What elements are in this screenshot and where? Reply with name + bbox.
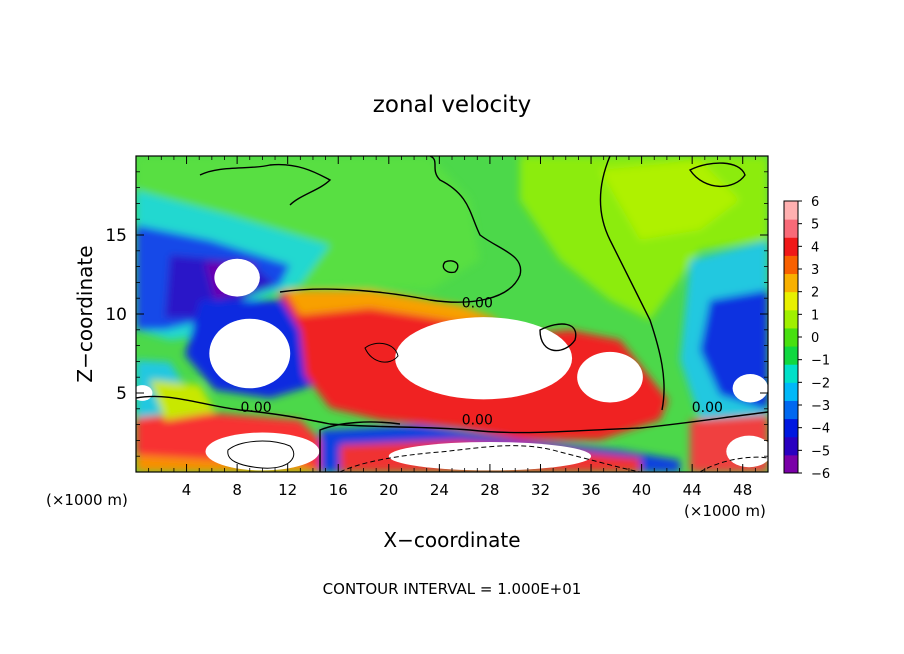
contour-label-3: 0.00 [692, 400, 723, 416]
colorbar-swatch [784, 454, 798, 474]
colorbar-tick-label: −4 [811, 422, 830, 437]
colorbar-tick-label: −3 [811, 399, 830, 414]
contour-interval-footer: CONTOUR INTERVAL = 1.000E+01 [323, 580, 582, 598]
contour-zero-blob-center [539, 323, 577, 352]
zero-contours [136, 156, 768, 472]
colorbar-tick-label: 6 [811, 195, 819, 210]
saturated-region-positive-3 [205, 432, 320, 471]
saturated-region-positive-0 [209, 318, 291, 389]
x-tick-label: 40 [632, 481, 651, 499]
contour-inner-center [364, 342, 399, 363]
colorbar-swatch [784, 418, 798, 438]
colorbar-tick-label: 4 [811, 240, 819, 255]
saturated-regions [136, 258, 768, 471]
x-tick-label: 16 [329, 481, 348, 499]
y-tick-label: 10 [105, 305, 127, 325]
x-tick-label: 12 [278, 481, 297, 499]
colorbar-tick-label: −6 [811, 467, 830, 482]
y-tick-label: 5 [116, 384, 127, 404]
x-tick-label: 32 [531, 481, 550, 499]
contour-dashed-bottom-right [699, 456, 768, 472]
colorbar-swatch [784, 237, 798, 256]
inner-contours [227, 342, 399, 469]
colorbar-swatch [784, 346, 798, 365]
saturated-region-positive-1 [395, 317, 573, 400]
colorbar-swatch [784, 273, 798, 293]
saturated-region-positive-2 [577, 351, 643, 403]
colorbar-swatch [784, 255, 798, 275]
field-orange-band-top [285, 290, 500, 322]
x-axis-label: X−coordinate [383, 528, 520, 552]
colorbar: 6 5 4 3 2 1 0 −1 −2 −3 −4 −5 −6 [783, 195, 830, 482]
colorbar-swatch [784, 201, 798, 220]
x-tick-label: 24 [430, 481, 449, 499]
contour-zero-lower [136, 395, 768, 434]
x-tick-label: 28 [480, 481, 499, 499]
saturated-region-positive-6 [726, 435, 768, 468]
plot-area: 0.00 0.00 0.00 0.00 [136, 156, 768, 472]
colorbar-swatch [784, 309, 798, 329]
negative-contours [339, 445, 768, 472]
contour-zero-blob-right-top [688, 162, 746, 188]
x-tick-label: 8 [232, 481, 242, 499]
x-unit-right: (×1000 m) [684, 502, 766, 520]
colorbar-swatch [784, 382, 798, 401]
x-axis-ticks: 4 8 12 16 20 24 28 32 36 40 44 48 [148, 156, 756, 499]
y-tick-label: 15 [105, 226, 127, 246]
y-axis-label: Z−coordinate [73, 245, 97, 382]
x-tick-label: 48 [733, 481, 752, 499]
colorbar-swatch [784, 291, 798, 311]
colorbar-tick-label: −2 [811, 376, 830, 391]
saturated-region-positive-5 [732, 374, 768, 403]
colorbar-tick-label: −1 [811, 354, 830, 369]
saturated-region-negative-8 [214, 258, 260, 297]
colorbar-swatch [784, 364, 798, 383]
contour-zero-upper [279, 156, 522, 303]
chart-title: zonal velocity [373, 92, 531, 118]
x-unit-left: (×1000 m) [46, 491, 128, 509]
contour-zero-blob-small [442, 260, 459, 274]
field-light-green-top [136, 156, 480, 290]
colorbar-swatch [784, 436, 798, 456]
contour-zero-top-left [199, 163, 332, 206]
x-tick-label: 44 [683, 481, 702, 499]
colorbar-tick-label: 3 [811, 263, 819, 278]
colorbar-swatch [784, 400, 798, 420]
x-tick-label: 4 [182, 481, 192, 499]
colorbar-tick-label: 0 [811, 331, 819, 346]
contour-inner-left [227, 440, 295, 469]
colorbar-tick-label: 2 [811, 286, 819, 301]
y-axis-ticks: 5 10 15 [105, 171, 768, 457]
contour-label-2: 0.00 [462, 413, 493, 429]
field-yellow-right [600, 160, 740, 240]
colorbar-swatch [784, 327, 798, 347]
contour-labels: 0.00 0.00 0.00 0.00 [240, 296, 722, 429]
colorbar-tick-label: −5 [811, 444, 830, 459]
contour-label-1: 0.00 [240, 400, 271, 416]
saturated-region-positive-4 [388, 441, 592, 471]
colorbar-tick-label: 5 [811, 218, 819, 233]
contour-zero-bottom [319, 421, 401, 472]
colorbar-tick-label: 1 [811, 308, 819, 323]
x-tick-label: 20 [379, 481, 398, 499]
contour-label-0: 0.00 [462, 296, 493, 312]
colorbar-swatch [784, 219, 798, 238]
contour-dashed-bottom [339, 445, 641, 472]
x-tick-label: 36 [581, 481, 600, 499]
contour-zero-right [599, 156, 665, 411]
